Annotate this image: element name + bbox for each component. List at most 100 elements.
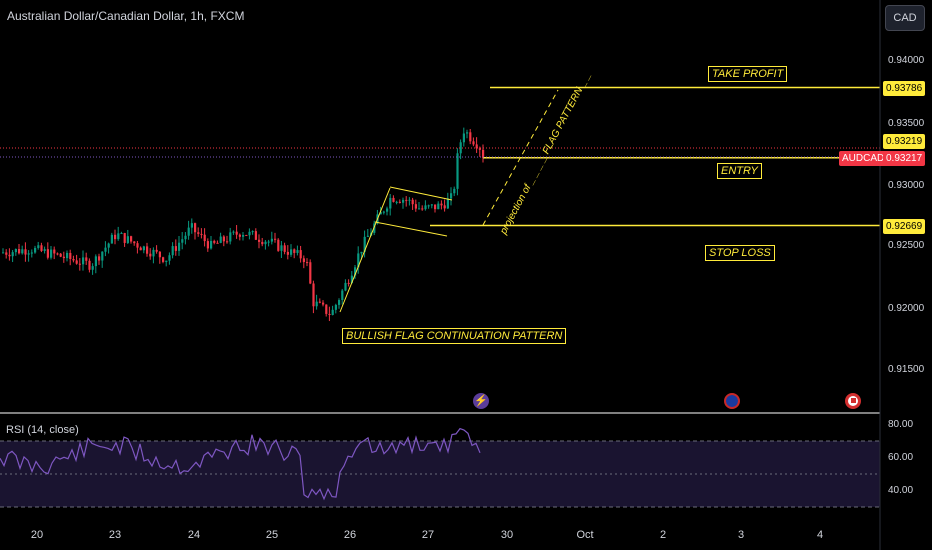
candle-body [130, 236, 133, 242]
candle-body [222, 236, 225, 242]
stop-loss-price-tag: 0.92669 [883, 219, 926, 234]
candle-body [162, 257, 165, 262]
candle-body [75, 260, 78, 264]
candle-body [152, 249, 155, 257]
price-tick: 0.93500 [888, 118, 925, 129]
candle-body [50, 249, 53, 258]
overlay-layer [0, 86, 880, 313]
candles-layer [2, 127, 485, 322]
candle-body [270, 238, 273, 242]
candle-body [21, 249, 24, 254]
candle-body [216, 242, 219, 244]
rsi-tick: 80.00 [888, 419, 914, 430]
x-tick: 23 [108, 529, 122, 541]
candle-body [398, 201, 401, 203]
candle-body [94, 256, 97, 267]
candle-body [232, 231, 235, 233]
candle-body [283, 245, 286, 252]
candle-body [424, 205, 427, 210]
candle-body [34, 247, 37, 253]
candle-body [53, 249, 56, 254]
rsi-line [0, 427, 481, 501]
candle-body [325, 304, 328, 314]
candle-body [126, 236, 129, 243]
candle-body [24, 249, 27, 255]
candle-body [466, 132, 469, 134]
candle-body [360, 251, 363, 254]
candle-body [187, 227, 190, 236]
candle-body [219, 236, 222, 243]
candle-body [280, 245, 283, 251]
candle-body [405, 199, 408, 201]
x-tick: 24 [187, 529, 201, 541]
candle-body [469, 132, 472, 142]
candle-body [475, 144, 478, 149]
candle-body [40, 245, 43, 251]
candle-body [56, 253, 59, 255]
candle-body [421, 208, 424, 210]
candle-body [213, 240, 216, 243]
candle-body [181, 239, 184, 243]
candle-body [184, 235, 187, 240]
candle-body [210, 240, 213, 249]
candle-body [110, 234, 113, 244]
candle-body [114, 234, 117, 240]
candle-body [312, 283, 315, 307]
candle-body [245, 235, 248, 237]
candle-body [290, 249, 293, 255]
candle-body [168, 255, 171, 261]
x-tick: 30 [500, 529, 514, 541]
candle-body [69, 252, 72, 259]
candle-body [459, 142, 462, 154]
currency-button[interactable]: CAD [885, 5, 925, 31]
candle-body [392, 197, 395, 202]
candle-body [389, 197, 392, 209]
candle-body [306, 262, 309, 264]
candle-body [363, 236, 366, 252]
candle-body [478, 148, 481, 150]
candle-body [146, 246, 149, 254]
candle-body [91, 266, 94, 270]
candle-body [235, 231, 238, 235]
candle-body [366, 235, 369, 237]
flag-pole-line [339, 187, 391, 313]
candle-body [267, 241, 270, 243]
candle-body [104, 247, 107, 252]
x-tick: 4 [816, 529, 824, 541]
candle-body [341, 290, 344, 301]
candle-body [462, 133, 465, 143]
candle-body [331, 309, 334, 315]
candle-body [158, 251, 161, 258]
price-tick: 0.92500 [888, 240, 925, 251]
lightning-icon[interactable]: ⚡ [473, 393, 489, 409]
candle-body [37, 245, 40, 248]
flag-bottom-line [374, 221, 448, 237]
candle-body [11, 252, 14, 257]
rsi-tick: 40.00 [888, 485, 914, 496]
candle-body [427, 205, 430, 207]
projection-line [482, 89, 559, 226]
symbol-tag: AUDCAD [839, 151, 888, 166]
australia-flag-icon[interactable] [724, 393, 740, 409]
take-profit-label: TAKE PROFIT [708, 66, 788, 82]
candle-body [88, 260, 91, 270]
candle-body [418, 208, 421, 210]
candle-body [78, 263, 81, 265]
candle-body [357, 253, 360, 268]
candle-body [453, 188, 456, 194]
candle-body [293, 249, 296, 253]
candle-body [226, 241, 229, 243]
x-tick: 27 [421, 529, 435, 541]
candle-body [408, 199, 411, 201]
canada-flag-icon[interactable] [845, 393, 861, 409]
candle-body [411, 199, 414, 205]
candle-body [277, 239, 280, 251]
candle-body [315, 301, 318, 307]
candle-body [347, 282, 350, 284]
candle-body [472, 141, 475, 145]
candle-body [334, 304, 337, 310]
pattern-label: BULLISH FLAG CONTINUATION PATTERN [342, 328, 567, 344]
candle-body [286, 251, 289, 255]
candle-body [101, 251, 104, 261]
